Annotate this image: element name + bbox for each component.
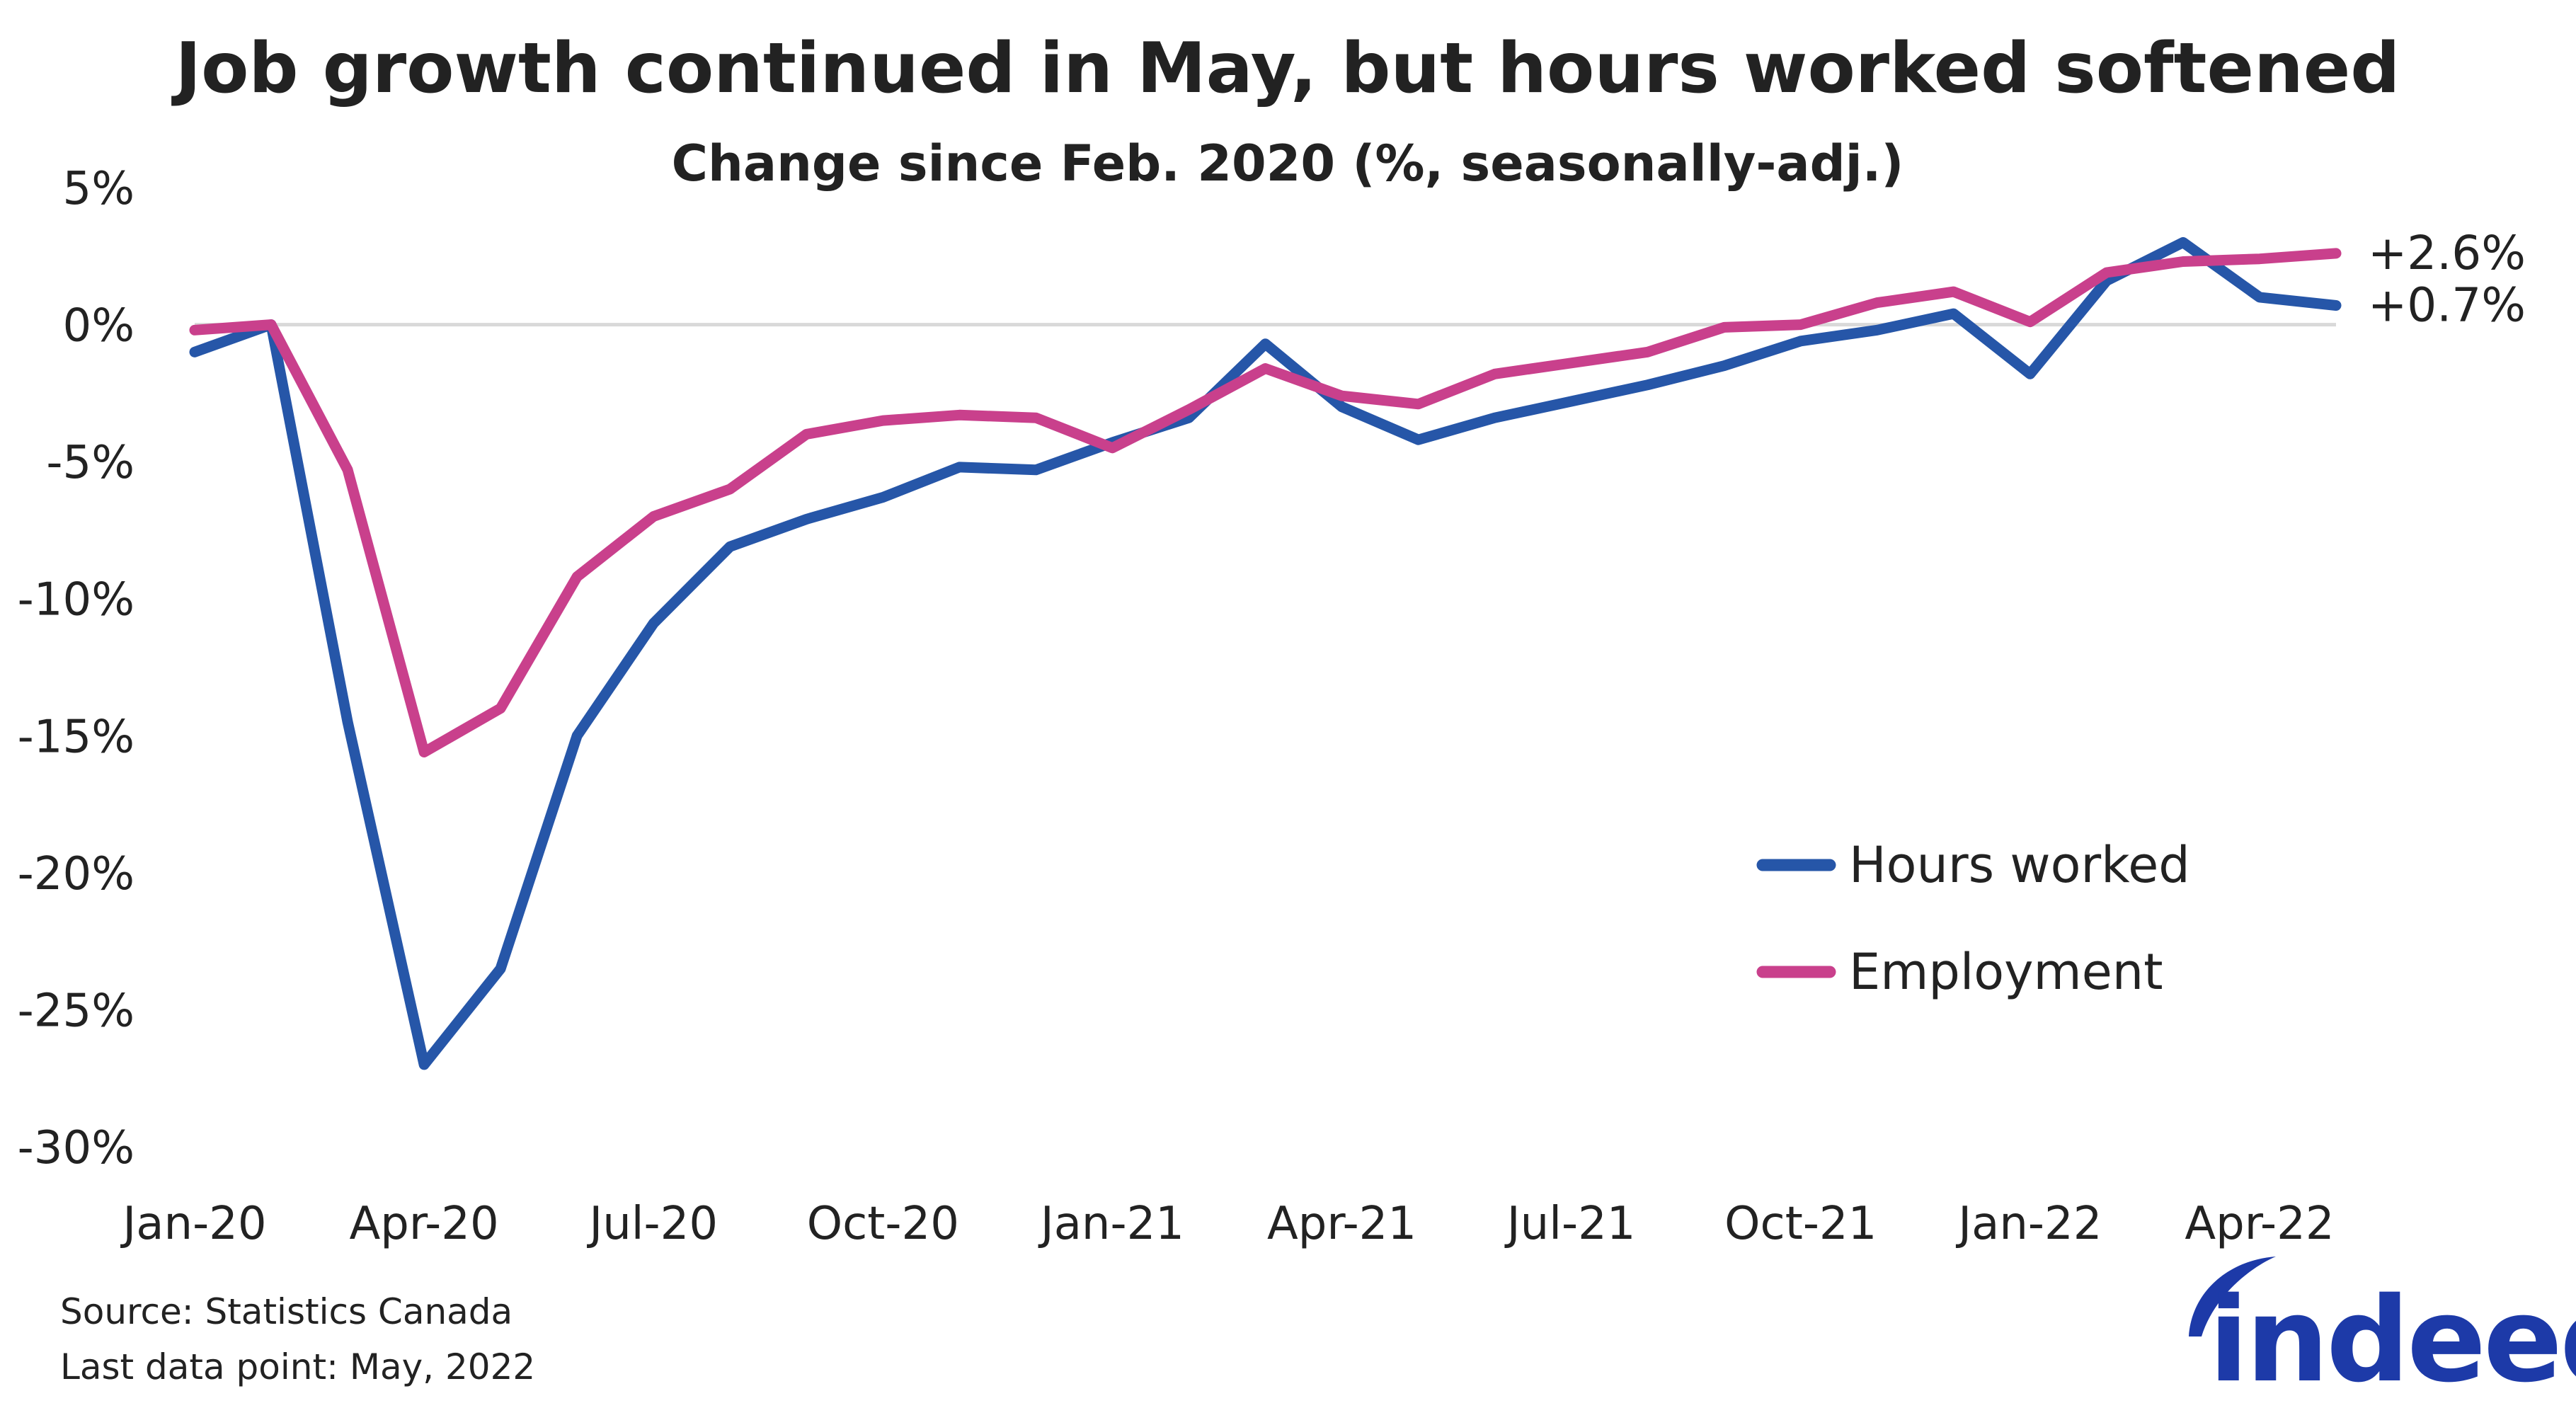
x-tick-label: Jan-20: [120, 1198, 266, 1250]
series-line-employment: [189, 248, 2342, 757]
y-tick-label: -20%: [18, 848, 134, 900]
end-label-hours-worked: +0.7%: [2368, 277, 2526, 332]
legend-label: Employment: [1849, 943, 2163, 1001]
x-tick-label: Apr-20: [350, 1198, 499, 1250]
logo-swoosh-icon: [2189, 1257, 2276, 1337]
y-tick-label: -15%: [18, 711, 134, 763]
x-tick-label: Jul-20: [586, 1198, 718, 1250]
x-tick-label: Apr-21: [1267, 1198, 1416, 1250]
source-note: Source: Statistics Canada: [60, 1291, 513, 1332]
x-tick-label: Oct-21: [1724, 1198, 1877, 1250]
x-tick-label: Oct-20: [807, 1198, 959, 1250]
x-axis: Jan-20 Apr-20 Jul-20 Oct-20 Jan-21 Apr-21 Jul-…: [120, 1198, 2334, 1250]
y-tick-label: 0%: [62, 300, 134, 353]
chart-title: Job growth continued in May, but hours w…: [171, 28, 2400, 109]
chart-subtitle: Change since Feb. 2020 (%, seasonally-ad…: [672, 134, 1904, 193]
y-axis: 5% 0% -5% -10% -15% -20% -25% -30%: [18, 163, 134, 1174]
last-data-point-note: Last data point: May, 2022: [60, 1346, 535, 1387]
y-tick-label: -30%: [18, 1122, 134, 1174]
y-tick-label: -5%: [46, 437, 134, 489]
y-tick-label: -25%: [18, 985, 134, 1037]
series-line-hours-worked: [189, 236, 2342, 1070]
y-tick-label: 5%: [62, 163, 134, 215]
y-tick-label: -10%: [18, 574, 134, 626]
legend: Hours worked Employment: [1756, 836, 2190, 1001]
indeed-logo: indeed: [2189, 1257, 2576, 1408]
end-labels: +0.7%+2.6%: [2368, 226, 2526, 333]
series-layer: [189, 236, 2342, 1070]
x-tick-label: Jan-21: [1038, 1198, 1184, 1250]
logo-wordmark: indeed: [2209, 1272, 2576, 1408]
x-tick-label: Apr-22: [2185, 1198, 2334, 1250]
x-tick-label: Jul-21: [1504, 1198, 1636, 1250]
x-tick-label: Jan-22: [1955, 1198, 2102, 1250]
legend-label: Hours worked: [1849, 836, 2190, 894]
end-label-employment: +2.6%: [2368, 226, 2526, 280]
